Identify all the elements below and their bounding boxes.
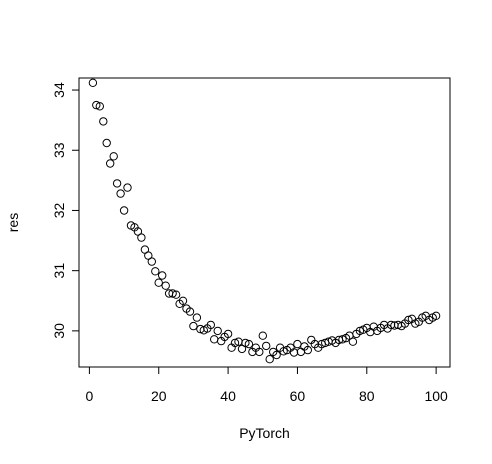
data-point (112, 179, 122, 188)
data-point (123, 183, 132, 192)
data-point (171, 290, 181, 299)
data-point (88, 78, 98, 88)
data-point (262, 341, 271, 351)
y-tick-label: 34 (51, 82, 67, 98)
x-axis: 0 20 40 60 80 100 (86, 366, 448, 404)
data-point (102, 138, 111, 148)
data-point (151, 267, 160, 276)
data-point (106, 159, 115, 168)
data-point (230, 338, 240, 348)
data-point (404, 315, 413, 325)
data-point (119, 206, 129, 215)
data-point (185, 307, 195, 316)
x-tick-label: 100 (424, 388, 448, 404)
data-point (258, 331, 267, 340)
data-point (255, 347, 264, 357)
data-point (99, 117, 108, 126)
x-tick-label: 0 (86, 388, 94, 404)
data-point (168, 289, 177, 298)
data-point (137, 233, 146, 242)
data-point (189, 321, 198, 331)
data-point (431, 311, 441, 320)
data-point (133, 227, 143, 236)
data-point (296, 347, 306, 357)
data-point (116, 189, 125, 198)
data-point (244, 339, 254, 349)
data-point (210, 335, 219, 344)
y-tick-label: 32 (51, 202, 67, 218)
data-point (279, 347, 288, 356)
data-point (95, 102, 105, 111)
data-point (348, 337, 358, 346)
x-tick-label: 80 (359, 388, 375, 404)
data-point (147, 257, 157, 266)
data-point (241, 338, 250, 348)
data-point (355, 326, 365, 336)
data-point (178, 296, 188, 305)
data-point (109, 152, 118, 161)
y-axis: 30 31 32 33 34 (51, 82, 80, 339)
x-axis-label: PyTorch (239, 425, 290, 441)
data-point (158, 271, 167, 280)
data-point (338, 335, 347, 344)
data-point (213, 326, 222, 336)
y-tick-label: 31 (51, 263, 67, 279)
x-tick-label: 60 (290, 388, 306, 404)
data-point (265, 355, 274, 364)
x-tick-label: 40 (220, 388, 236, 404)
data-point (293, 339, 302, 349)
data-point (223, 329, 233, 339)
data-point (206, 320, 216, 330)
data-point (161, 281, 170, 290)
y-axis-label: res (5, 213, 21, 232)
data-point (154, 278, 163, 287)
data-point (303, 345, 312, 355)
y-tick-label: 33 (51, 142, 67, 158)
y-tick-label: 30 (51, 323, 67, 339)
x-tick-label: 20 (151, 388, 167, 404)
data-points (88, 78, 441, 364)
data-point (192, 313, 202, 322)
data-point (92, 100, 101, 110)
data-point (272, 350, 281, 360)
